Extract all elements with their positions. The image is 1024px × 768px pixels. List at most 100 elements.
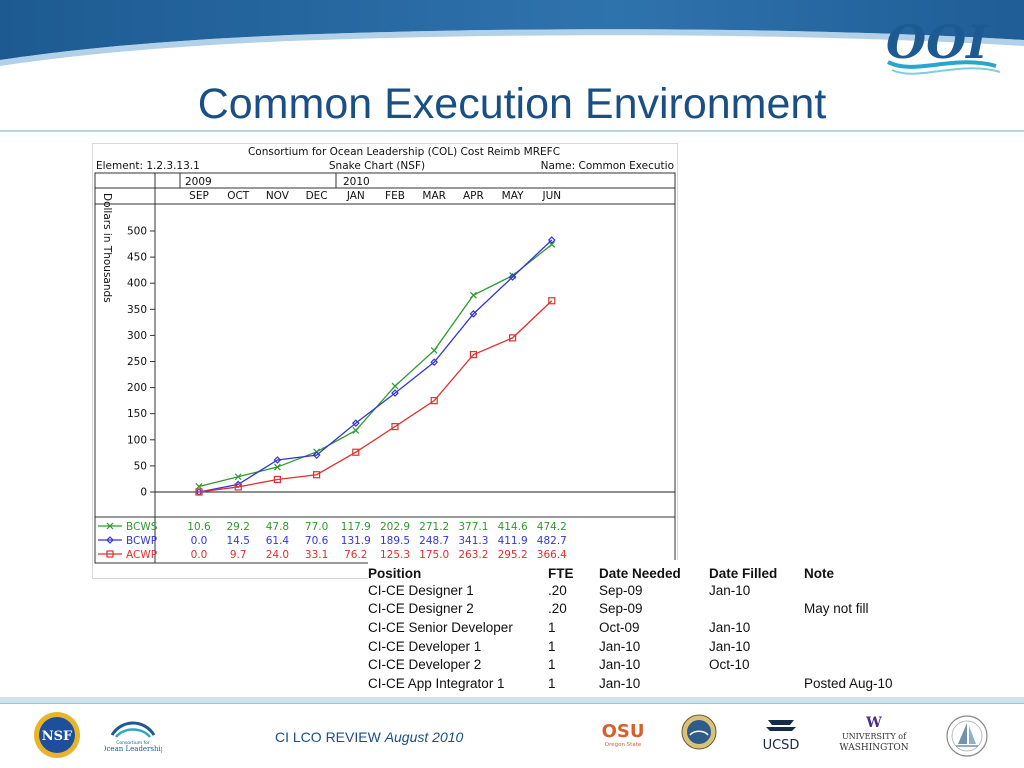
data-point [273, 463, 281, 471]
cell-fte: 1 [548, 619, 556, 635]
cell-position: CI-CE Developer 2 [368, 657, 482, 673]
data-point [391, 382, 399, 390]
cell-date-filled: Jan-10 [709, 619, 751, 635]
data-point [430, 358, 439, 367]
data-label: 482.7 [537, 535, 567, 547]
x-tick-label: DEC [306, 190, 328, 202]
table-header-row: Position FTE Date Needed Date Filled Not… [368, 560, 914, 581]
cell-fte: 1 [548, 675, 556, 691]
cell-position: CI-CE Developer 1 [368, 638, 482, 654]
cell-position: CI-CE Designer 1 [368, 582, 474, 598]
data-point [548, 297, 556, 305]
table-row: CI-CE Developer 2 1 Jan-10 Oct-10 [368, 655, 914, 674]
cell-position: CI-CE Senior Developer [368, 619, 513, 635]
ooi-logo: OOI [886, 15, 1001, 75]
col-header-fte: FTE [548, 566, 574, 581]
data-point [509, 334, 517, 342]
data-label: 189.5 [380, 535, 410, 547]
header-band [0, 0, 1024, 132]
cell-date-filled: Jan-10 [709, 638, 751, 654]
ucsd-logo: UCSD [763, 720, 800, 753]
cell-date-filled: Oct-10 [709, 657, 750, 673]
cell-fte: .20 [548, 582, 567, 598]
data-label: 33.1 [305, 549, 328, 561]
x-tick-label: JAN [346, 190, 365, 202]
y-tick-label: 500 [127, 226, 147, 238]
footer-review-label: CI LCO REVIEW [275, 729, 381, 745]
col-logo-line1: Consortium for [116, 740, 150, 746]
x-tick-label: NOV [266, 190, 290, 202]
data-label: 61.4 [266, 535, 290, 547]
data-label: 202.9 [380, 521, 410, 533]
col-header-position: Position [368, 566, 422, 581]
osu-logo-text: OSU [602, 721, 644, 742]
data-point [106, 536, 114, 544]
ooi-logo-text: OOI [886, 15, 989, 69]
footer-text: CI LCO REVIEW August 2010 [275, 729, 463, 745]
data-label: 29.2 [227, 521, 250, 533]
osu-logo: OSU Oregon State [602, 721, 644, 748]
data-point [351, 419, 360, 427]
y-tick-label: 0 [140, 487, 147, 499]
chart-header-line1: Consortium for Ocean Leadership (COL) Co… [248, 146, 560, 158]
data-point [469, 309, 478, 318]
data-point [430, 397, 438, 405]
data-label: 76.2 [344, 549, 367, 561]
data-point [547, 236, 556, 244]
year-2010-label: 2010 [343, 176, 370, 188]
cell-date-filled [709, 600, 804, 619]
data-point [234, 483, 242, 491]
x-tick-label: FEB [385, 190, 405, 202]
data-point [469, 291, 477, 299]
data-label: 474.2 [537, 521, 567, 533]
y-tick-label: 200 [127, 382, 147, 394]
data-label: 125.3 [380, 549, 410, 561]
cell-note: May not fill [804, 601, 869, 617]
cell-note [804, 618, 914, 637]
y-tick-label: 250 [127, 356, 147, 368]
ucsd-logo-text: UCSD [763, 738, 800, 753]
data-point [352, 448, 360, 456]
cell-date-filled: Jan-10 [709, 582, 751, 598]
cell-note [804, 581, 914, 600]
col-header-date-filled: Date Filled [709, 566, 778, 581]
data-point [312, 451, 321, 459]
nsf-logo: NSF [34, 712, 80, 758]
cell-date-needed: Sep-09 [599, 601, 643, 617]
table-row: CI-CE Developer 1 1 Jan-10 Jan-10 [368, 637, 914, 656]
cell-fte: .20 [548, 601, 567, 617]
col-header-date-needed: Date Needed [599, 566, 681, 581]
sailboat-seal-logo [946, 715, 988, 757]
cell-position: CI-CE App Integrator 1 [368, 675, 505, 691]
data-label: 47.8 [266, 521, 289, 533]
data-label: 414.6 [498, 521, 528, 533]
data-label: 9.7 [230, 549, 247, 561]
footer-date: August 2010 [384, 729, 464, 745]
page-title: Common Execution Environment [197, 80, 827, 128]
cell-note [804, 655, 914, 674]
uw-logo-mark: W [865, 715, 882, 731]
footer-divider [0, 697, 1024, 703]
data-point [391, 422, 399, 431]
uw-logo: W UNIVERSITY of WASHINGTON [839, 715, 908, 753]
table-row: CI-CE Designer 2 .20 Sep-09 May not fill [368, 600, 914, 619]
nsf-logo-text: NSF [42, 729, 73, 744]
x-tick-label: SEP [189, 190, 209, 202]
data-label: 271.2 [419, 521, 449, 533]
table-row: CI-CE App Integrator 1 1 Jan-10 Posted A… [368, 674, 914, 693]
y-tick-label: 350 [127, 304, 147, 316]
data-label: 24.0 [266, 549, 289, 561]
uw-logo-line1: UNIVERSITY of [842, 732, 907, 741]
data-point [469, 351, 477, 359]
data-point [430, 347, 438, 354]
cell-date-needed: Jan-10 [599, 657, 641, 673]
legend-entry: ACWP [126, 549, 157, 561]
chart-subtitle: Snake Chart (NSF) [329, 160, 425, 172]
x-tick-label: OCT [227, 190, 250, 202]
cell-date-needed: Sep-09 [599, 582, 643, 598]
data-label: 117.9 [341, 521, 371, 533]
uw-logo-line2: WASHINGTON [839, 743, 908, 753]
series-line-bcwp [198, 239, 553, 493]
data-label: 70.6 [305, 535, 329, 547]
x-tick-label: MAR [422, 190, 446, 202]
